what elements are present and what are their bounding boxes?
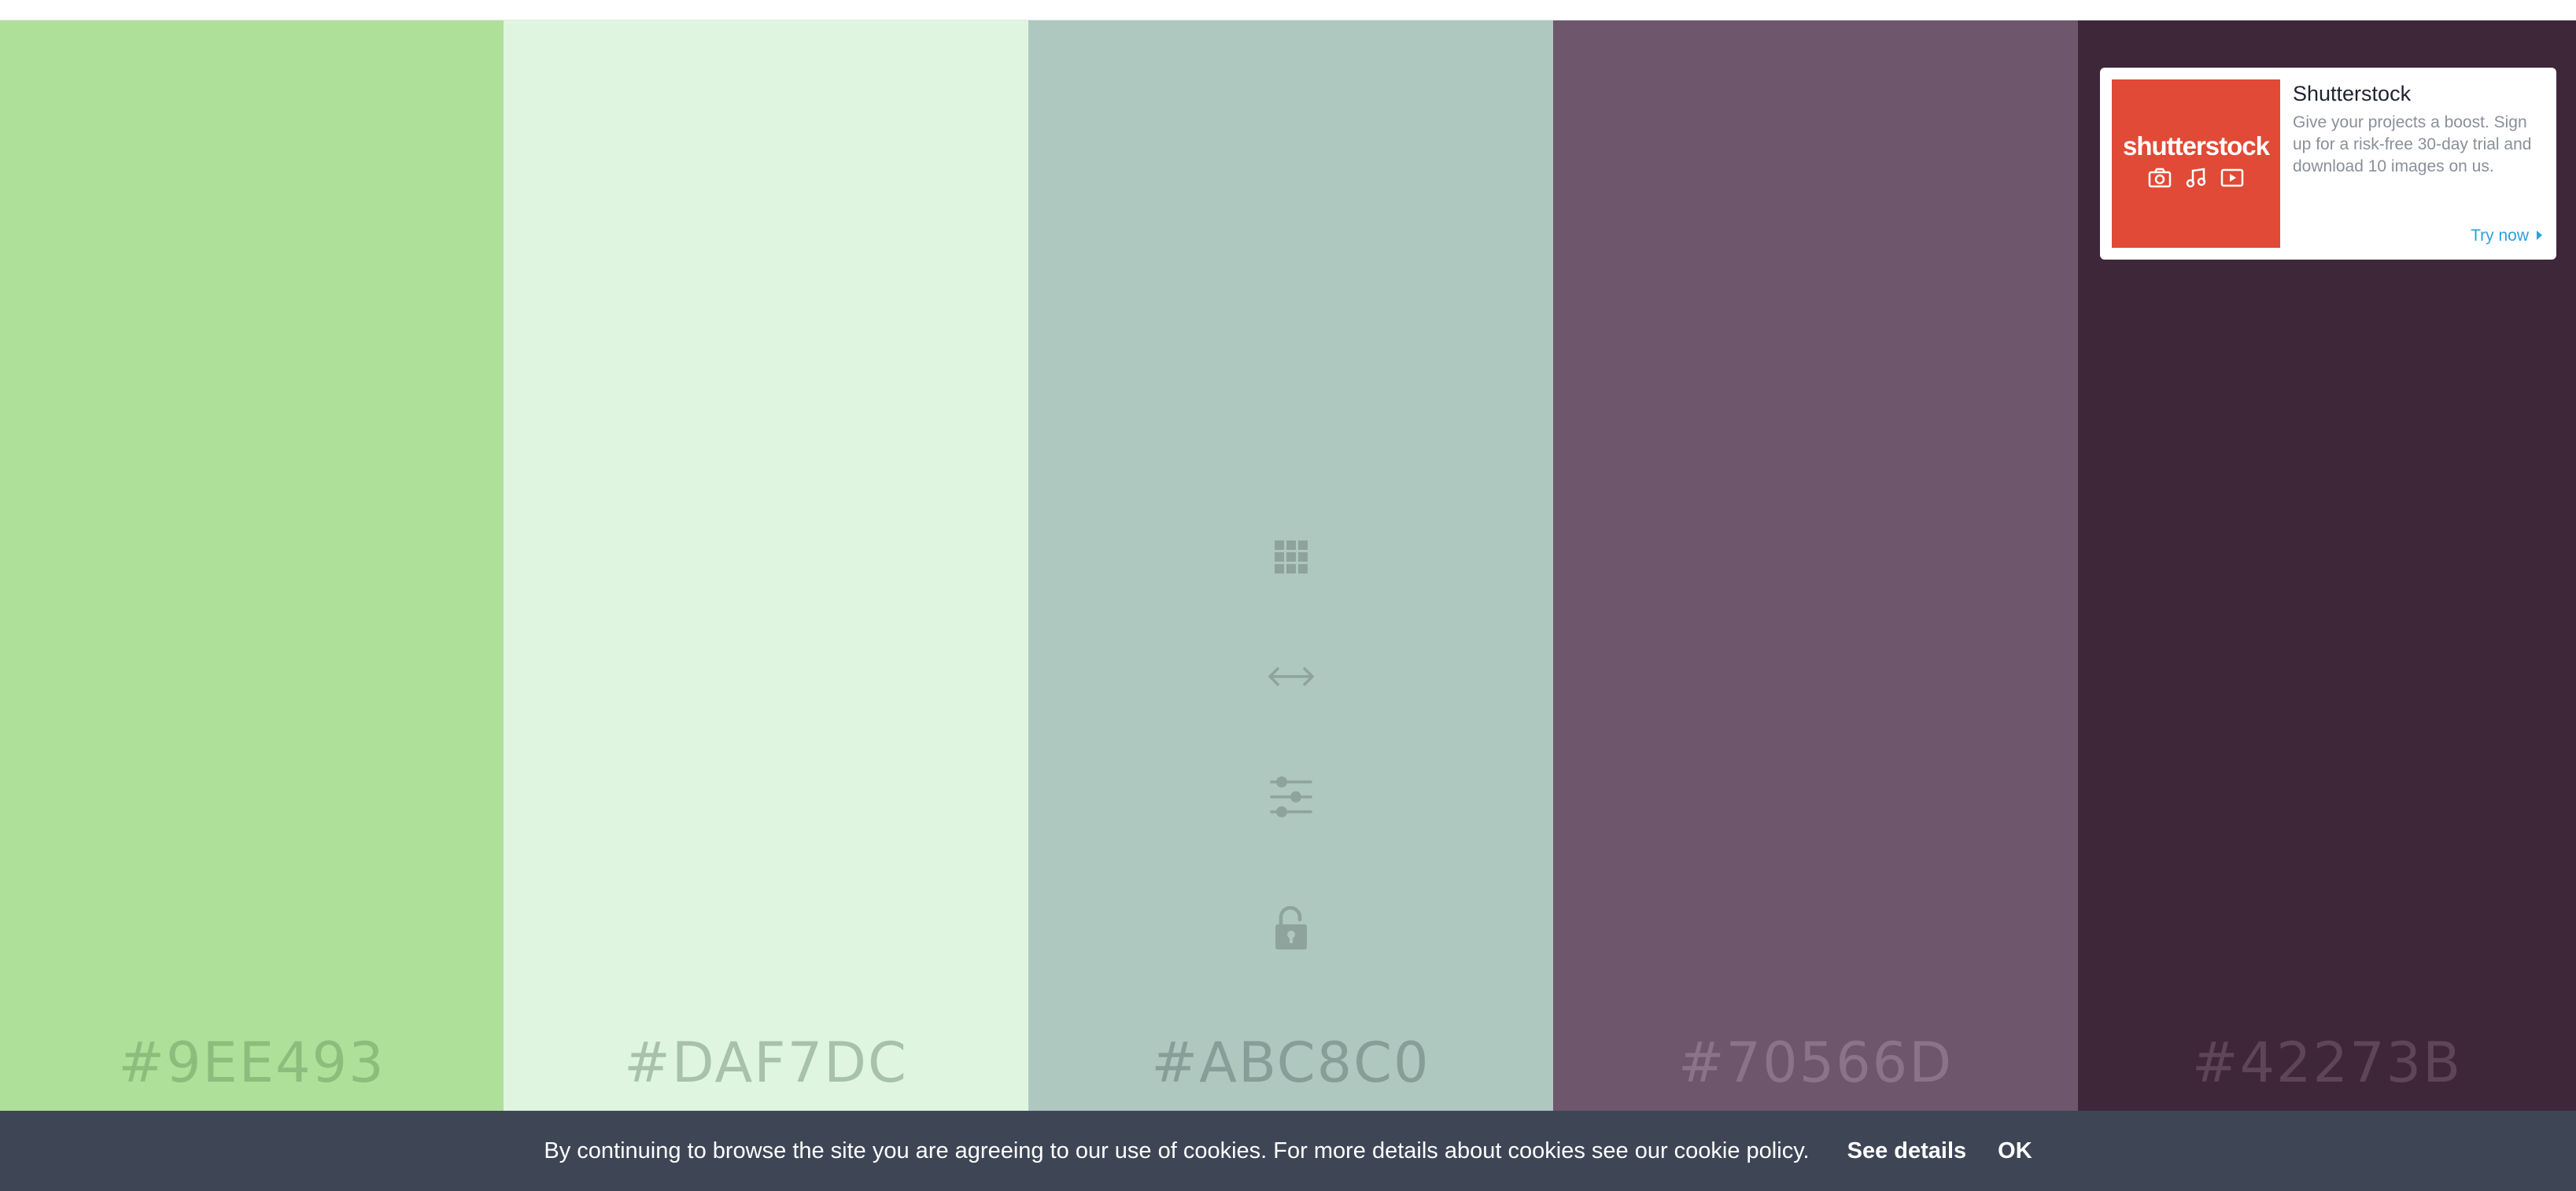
logo-wordmark: shutterstock: [2122, 131, 2270, 160]
color-swatch-3[interactable]: #ABC8C0: [1028, 20, 1553, 1111]
hex-code-label[interactable]: #42273B: [2191, 1031, 2463, 1095]
chevron-right-icon: [2537, 230, 2542, 240]
ad-card[interactable]: shutterstock Shuttersto: [2100, 68, 2556, 260]
hex-code-label[interactable]: #ABC8C0: [1151, 1031, 1430, 1095]
shutterstock-logo[interactable]: shutterstock: [2112, 79, 2280, 248]
hex-code-label[interactable]: #DAF7DC: [624, 1031, 908, 1095]
music-icon: [2186, 168, 2206, 188]
try-now-label[interactable]: Try now: [2471, 227, 2529, 245]
hex-code-label[interactable]: #9EE493: [118, 1031, 386, 1095]
camera-icon: [2148, 168, 2172, 188]
hex-code-label[interactable]: #70566D: [1677, 1031, 1954, 1095]
color-swatch-1[interactable]: #9EE493: [0, 20, 504, 1111]
swatch-toolbar: [1028, 532, 1553, 980]
ok-button[interactable]: OK: [1998, 1138, 2032, 1163]
color-swatch-2[interactable]: #DAF7DC: [504, 20, 1028, 1111]
sliders-icon[interactable]: [1266, 772, 1316, 822]
unlock-icon[interactable]: [1266, 903, 1316, 953]
ad-title[interactable]: Shutterstock: [2293, 82, 2412, 105]
arrows-horizontal-icon[interactable]: [1266, 651, 1316, 702]
color-palette: #9EE493 #DAF7DC: [0, 20, 2576, 1111]
top-bar: [0, 0, 2576, 20]
color-swatch-4[interactable]: #70566D: [1553, 20, 2078, 1111]
try-now-link[interactable]: Try now: [2471, 227, 2542, 245]
see-details-link[interactable]: See details: [1847, 1138, 1967, 1163]
ad-description: Give your projects a boost. Sign up for …: [2293, 113, 2532, 175]
cookie-banner: By continuing to browse the site you are…: [0, 1111, 2576, 1191]
video-icon: [2220, 168, 2244, 187]
cookie-message: By continuing to browse the site you are…: [544, 1138, 1810, 1163]
logo-icon-row: [2112, 168, 2280, 188]
grid-icon[interactable]: [1266, 532, 1316, 582]
